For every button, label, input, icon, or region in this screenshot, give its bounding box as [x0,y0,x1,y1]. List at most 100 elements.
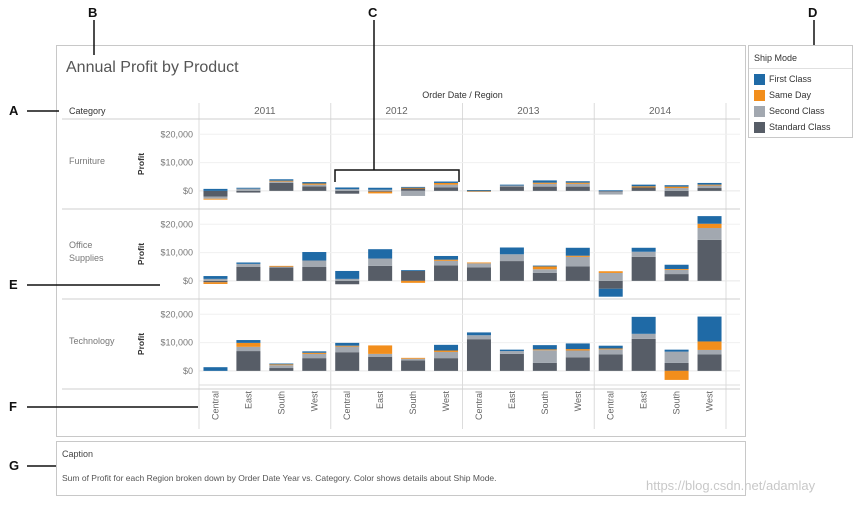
callout-bracket-c [334,169,460,182]
bar-furniture-2014-east-same-day [631,186,656,188]
bar-office-supplies-2014-south-second-class [664,269,689,275]
bar-furniture-2013-south-standard-class [532,186,557,191]
bar-furniture-2013-east-first-class [499,184,524,186]
legend-item-same-day[interactable]: Same Day [754,90,811,102]
bar-office-supplies-2011-central-same-day [203,282,228,284]
legend-item-standard-class[interactable]: Standard Class [754,122,831,134]
bar-technology-2014-south-first-class [664,349,689,352]
bar-technology-2012-west-first-class [434,344,459,351]
caption-title: Caption [62,449,94,459]
bar-furniture-2014-west-first-class [697,182,722,185]
bar-office-supplies-2011-east-first-class [236,262,261,264]
bar-technology-2013-south-first-class [532,345,557,350]
bar-furniture-2013-west-first-class [565,181,590,183]
bar-technology-2011-west-same-day [302,352,327,354]
region-label-2011-south: South [276,391,286,415]
bar-technology-2013-west-first-class [565,343,590,350]
chart-marks [203,179,722,380]
legend-item-first-class[interactable]: First Class [754,74,812,86]
bar-furniture-2011-west-second-class [302,184,327,187]
bar-office-supplies-2014-east-first-class [631,247,656,252]
bar-office-supplies-2013-east-second-class [499,254,524,262]
bar-furniture-2013-south-first-class [532,180,557,183]
bar-office-supplies-2013-west-same-day [565,255,590,257]
legend-swatch [754,106,765,118]
bar-furniture-2011-west-first-class [302,182,327,184]
bar-office-supplies-2013-east-standard-class [499,261,524,281]
bar-office-supplies-2011-south-second-class [269,266,294,268]
legend-label: Second Class [769,106,825,116]
bar-office-supplies-2012-south-standard-class [401,270,426,281]
bar-office-supplies-2014-south-same-day [664,268,689,270]
bar-office-supplies-2011-central-first-class [203,276,228,279]
bar-technology-2014-west-first-class [697,316,722,342]
bar-office-supplies-2013-west-standard-class [565,266,590,281]
category-label-technology: Technology [69,336,115,346]
bar-office-supplies-2011-east-standard-class [236,266,261,281]
bar-technology-2012-central-second-class [335,346,360,353]
bar-office-supplies-2011-west-first-class [302,252,327,261]
year-header-2013: 2013 [517,106,540,117]
legend-item-second-class[interactable]: Second Class [754,106,825,118]
bar-technology-2012-west-standard-class [434,358,459,371]
region-label-2012-central: Central [342,391,352,420]
bar-office-supplies-2013-south-same-day [532,266,557,270]
bar-technology-2011-south-first-class [269,363,294,365]
bar-furniture-2011-central-same-day [203,198,228,200]
bar-office-supplies-2014-west-first-class [697,216,722,224]
bar-furniture-2014-east-standard-class [631,187,656,191]
bar-technology-2013-south-same-day [532,349,557,351]
bar-technology-2014-east-second-class [631,333,656,339]
bar-technology-2012-central-first-class [335,342,360,346]
bar-technology-2013-west-standard-class [565,357,590,371]
y-tick-label: $10,000 [160,338,193,348]
bar-office-supplies-2013-central-second-class [466,263,491,268]
region-label-2012-west: West [441,391,451,412]
bar-furniture-2013-west-same-day [565,182,590,184]
region-label-2011-central: Central [210,391,220,420]
callout-c: C [368,5,378,20]
chart-title: Annual Profit by Product [66,59,239,76]
bar-furniture-2014-central-second-class [598,191,623,195]
bar-furniture-2014-west-standard-class [697,188,722,191]
bar-furniture-2013-south-same-day [532,182,557,184]
bar-office-supplies-2012-south-same-day [401,280,426,283]
bar-technology-2011-south-same-day [269,364,294,366]
y-tick-label: $0 [183,276,193,286]
bar-office-supplies-2012-east-second-class [368,258,393,266]
bar-furniture-2011-south-same-day [269,180,294,182]
bar-office-supplies-2011-east-second-class [236,263,261,267]
bar-technology-2012-east-standard-class [368,356,393,371]
bar-technology-2014-south-standard-class [664,362,689,371]
callout-f: F [9,399,17,414]
bar-technology-2014-east-first-class [631,316,656,334]
bar-technology-2013-south-second-class [532,350,557,363]
bar-furniture-2012-south-first-class [401,186,426,188]
bar-furniture-2014-south-first-class [664,185,689,187]
bar-office-supplies-2014-east-standard-class [631,256,656,281]
bar-technology-2014-west-same-day [697,341,722,350]
y-axis-title: Profit [136,243,146,265]
legend-label: Same Day [769,90,812,100]
bar-office-supplies-2013-central-standard-class [466,267,491,281]
bar-furniture-2012-south-same-day [401,187,426,189]
bar-furniture-2014-west-same-day [697,184,722,186]
region-label-2014-east: East [639,391,649,410]
bar-technology-2011-east-second-class [236,346,261,352]
bar-furniture-2011-east-second-class [236,188,261,191]
bar-technology-2012-west-same-day [434,350,459,352]
bar-furniture-2011-south-standard-class [269,182,294,191]
bar-technology-2013-west-same-day [565,349,590,351]
bar-office-supplies-2012-central-standard-class [335,280,360,285]
callout-g: G [9,458,20,473]
region-label-2014-west: West [705,391,715,412]
bar-office-supplies-2011-south-same-day [269,265,294,267]
bar-furniture-2011-south-first-class [269,179,294,181]
bar-furniture-2012-west-standard-class [434,187,459,191]
region-label-2013-east: East [507,391,517,410]
bar-technology-2011-south-standard-class [269,368,294,371]
legend-swatch [754,74,765,86]
bar-office-supplies-2012-west-same-day [434,259,459,261]
bar-technology-2012-east-same-day [368,345,393,354]
